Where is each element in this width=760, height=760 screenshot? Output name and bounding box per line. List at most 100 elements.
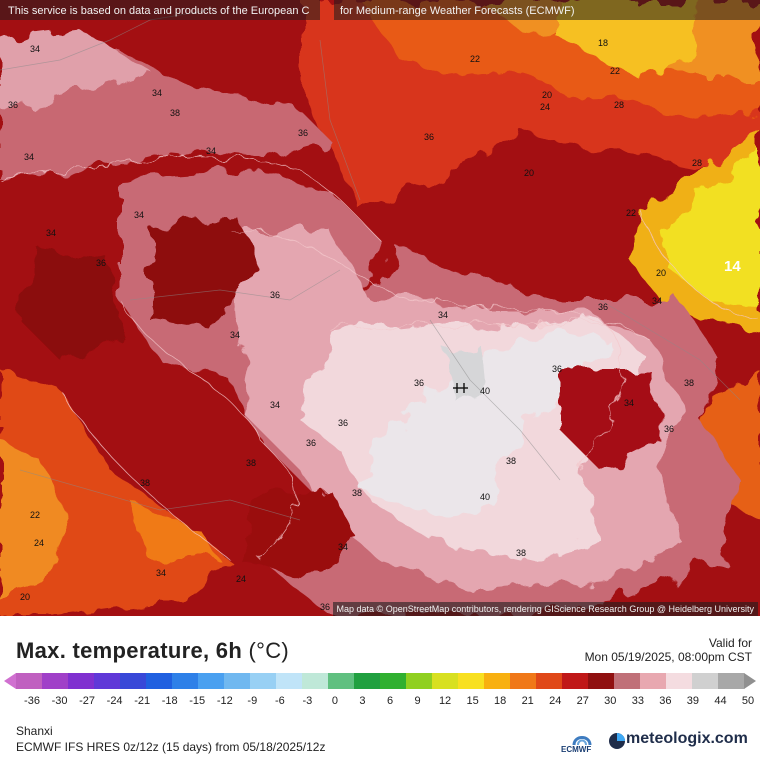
scale-tick-label: 6 bbox=[386, 695, 394, 707]
contour-label: 34 bbox=[30, 44, 40, 54]
contour-label: 34 bbox=[152, 88, 162, 98]
city-marker-icon[interactable] bbox=[453, 383, 468, 393]
contour-label: 34 bbox=[156, 568, 166, 578]
title-unit: (°C) bbox=[248, 638, 290, 663]
contour-label: 36 bbox=[664, 424, 674, 434]
contour-label: 34 bbox=[652, 296, 662, 306]
scale-tick-label: -24 bbox=[106, 695, 123, 707]
contour-label: 36 bbox=[598, 302, 608, 312]
scale-cell bbox=[120, 673, 147, 689]
contour-label: 34 bbox=[230, 330, 240, 340]
contour-label: 22 bbox=[610, 66, 620, 76]
contour-label: 34 bbox=[24, 152, 34, 162]
contour-label: 40 bbox=[480, 492, 490, 502]
scale-tick-label: -15 bbox=[189, 695, 206, 707]
temperature-map-canvas: 34 36 38 34 36 34 34 36 34 34 36 34 38 3… bbox=[0, 0, 760, 616]
contour-label: 36 bbox=[320, 602, 330, 612]
color-scale bbox=[4, 673, 756, 689]
contour-label: 34 bbox=[338, 542, 348, 552]
contour-label: 36 bbox=[298, 128, 308, 138]
disclaimer-banner: This service is based on data and produc… bbox=[0, 0, 320, 20]
scale-cell bbox=[42, 673, 69, 689]
contour-label: 36 bbox=[552, 364, 562, 374]
scale-tick-label: -6 bbox=[274, 695, 285, 707]
contour-label: 36 bbox=[414, 378, 424, 388]
scale-cell bbox=[614, 673, 641, 689]
scale-tick-label: -18 bbox=[161, 695, 178, 707]
meteologix-logo-icon[interactable] bbox=[608, 731, 626, 751]
scale-cell bbox=[484, 673, 511, 689]
contour-label: 34 bbox=[270, 400, 280, 410]
contour-label: 24 bbox=[236, 574, 246, 584]
scale-tick-label: 36 bbox=[659, 695, 672, 707]
ecmwf-logo-icon[interactable] bbox=[560, 729, 604, 757]
scale-tick-label: 24 bbox=[549, 695, 562, 707]
scale-tick-label: 39 bbox=[686, 695, 700, 707]
meteologix-brand[interactable]: meteologix.com bbox=[626, 730, 748, 747]
contour-label: 38 bbox=[170, 108, 180, 118]
scale-arrow-right-icon bbox=[744, 673, 756, 689]
scale-tick-label: -36 bbox=[24, 695, 40, 707]
scale-cell bbox=[692, 673, 719, 689]
scale-cell bbox=[68, 673, 95, 689]
scale-tick-label: 3 bbox=[359, 695, 366, 707]
contour-label: 36 bbox=[8, 100, 18, 110]
scale-ticks: -36 -30 -27 -24 -21 -18 -15 -12 -9 -6 -3 0 3 6 9 12 15 18… bbox=[0, 695, 760, 709]
contour-label: 38 bbox=[140, 478, 150, 488]
scale-cell bbox=[458, 673, 485, 689]
scale-cell bbox=[380, 673, 407, 689]
contour-label: 34 bbox=[624, 398, 634, 408]
scale-cell bbox=[276, 673, 303, 689]
scale-tick-label: -27 bbox=[79, 695, 96, 707]
scale-tick-label: -12 bbox=[216, 695, 233, 707]
scale-cell bbox=[172, 673, 199, 689]
scale-tick-label: 30 bbox=[604, 695, 617, 707]
scale-arrow-left-icon bbox=[4, 673, 16, 689]
contour-label: 36 bbox=[270, 290, 280, 300]
contour-label: 20 bbox=[656, 268, 666, 278]
scale-tick-label: 50 bbox=[741, 695, 755, 707]
scale-cell bbox=[718, 673, 745, 689]
scale-cell bbox=[406, 673, 433, 689]
contour-label: 34 bbox=[206, 146, 216, 156]
contour-label: 40 bbox=[480, 386, 490, 396]
contour-label: 38 bbox=[684, 378, 694, 388]
isotherm-lines bbox=[0, 156, 760, 561]
contour-label: 20 bbox=[20, 592, 30, 602]
forecast-map[interactable]: 34 36 38 34 36 34 34 36 34 34 36 34 38 3… bbox=[0, 0, 760, 616]
contour-label: 38 bbox=[246, 458, 256, 468]
scale-cell bbox=[146, 673, 173, 689]
contour-label: 24 bbox=[34, 538, 44, 548]
contour-label: 36 bbox=[306, 438, 316, 448]
scale-tick-label: 33 bbox=[631, 695, 644, 707]
scale-cell bbox=[354, 673, 381, 689]
contour-label: 36 bbox=[96, 258, 106, 268]
region-name: Shanxi bbox=[16, 724, 53, 738]
scale-cell bbox=[198, 673, 225, 689]
scale-cell bbox=[224, 673, 251, 689]
map-attribution[interactable]: Map data © OpenStreetMap contributors, r… bbox=[332, 602, 758, 616]
scale-tick-label: 9 bbox=[414, 695, 421, 707]
title-text: Max. temperature, 6h bbox=[16, 638, 243, 663]
scale-cell bbox=[536, 673, 563, 689]
valid-label: Valid for bbox=[708, 636, 752, 650]
scale-cell bbox=[16, 673, 43, 689]
scale-cell bbox=[588, 673, 615, 689]
contour-label: 34 bbox=[134, 210, 144, 220]
scale-cell bbox=[250, 673, 277, 689]
scale-cell bbox=[562, 673, 589, 689]
scale-tick-label: 0 bbox=[331, 695, 338, 707]
chart-title: Max. temperature, 6h (°C) bbox=[16, 638, 289, 664]
contour-label: 20 bbox=[524, 168, 534, 178]
contour-label: 38 bbox=[506, 456, 516, 466]
scale-cell bbox=[510, 673, 537, 689]
scale-cell bbox=[94, 673, 121, 689]
contour-label: 38 bbox=[516, 548, 526, 558]
scale-tick-label: -9 bbox=[247, 695, 258, 707]
contour-label: 18 bbox=[598, 38, 608, 48]
contour-label: 34 bbox=[46, 228, 56, 238]
contour-label: 24 bbox=[540, 102, 550, 112]
contour-label: 38 bbox=[352, 488, 362, 498]
contour-label: 14 bbox=[724, 258, 741, 275]
contour-label: 28 bbox=[692, 158, 702, 168]
